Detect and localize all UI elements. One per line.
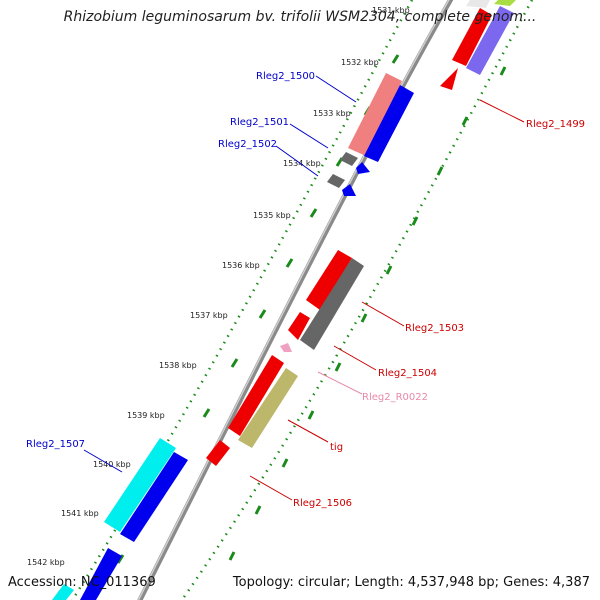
gene-label-rleg2-1500: Rleg2_1500	[256, 71, 315, 82]
topology-summary: Topology: circular; Length: 4,537,948 bp…	[232, 575, 590, 590]
kbp-label: 1540 kbp	[93, 460, 131, 469]
kbp-label: 1534 kbp	[283, 159, 321, 168]
kbp-label: 1535 kbp	[253, 211, 291, 220]
gene-arrow-rleg2-1501[interactable]	[340, 152, 358, 166]
gene-label-rleg2-1499: Rleg2_1499	[526, 119, 585, 130]
accession-text: Accession: NC_011369	[8, 575, 156, 590]
map-title: Rhizobium leguminosarum bv. trifolii WSM…	[63, 9, 537, 25]
gene-arrow-rleg2-1504[interactable]	[300, 258, 364, 350]
gene-arrow-rleg2-1506[interactable]	[238, 368, 298, 448]
gene-arrow-rleg2-1500[interactable]	[348, 73, 402, 156]
gene-arrow[interactable]	[206, 440, 230, 466]
genome-backbone	[137, 0, 454, 600]
gene-arrow[interactable]	[288, 312, 310, 340]
gene-label-rleg2-1506: Rleg2_1506	[293, 498, 352, 509]
gene-arrow-rleg2-r0022[interactable]	[280, 343, 292, 352]
kbp-label: 1541 kbp	[61, 509, 99, 518]
scale-dotted-line-inner	[180, 0, 534, 600]
gene-arrow[interactable]	[466, 0, 490, 8]
kbp-label: 1538 kbp	[159, 361, 197, 370]
kbp-label: 1532 kbp	[341, 58, 379, 67]
gene-arrow[interactable]	[440, 68, 458, 90]
kbp-label: 1536 kbp	[222, 261, 260, 270]
gene-label-rleg2-1507: Rleg2_1507	[26, 439, 85, 450]
gene-label-rleg2-1502: Rleg2_1502	[218, 139, 277, 150]
gene-label-tig: tig	[330, 442, 343, 453]
kbp-label: 1542 kbp	[27, 558, 65, 567]
gene-arrow[interactable]	[120, 452, 188, 542]
gene-arrow-tig[interactable]	[228, 355, 284, 436]
gene-label-rleg2-r0022: Rleg2_R0022	[362, 392, 428, 403]
gene-arrow-rleg2-1502[interactable]	[327, 174, 345, 188]
leader-lines	[83, 75, 525, 501]
scale-ticks-inner	[228, 66, 507, 561]
kbp-label: 1539 kbp	[127, 411, 165, 420]
gene-arrow[interactable]	[52, 584, 74, 600]
gene-arrow[interactable]	[494, 0, 516, 6]
gene-label-rleg2-1501: Rleg2_1501	[230, 117, 289, 128]
gene-arrow[interactable]	[364, 85, 414, 162]
gene-arrow[interactable]	[356, 162, 370, 174]
gene-arrow[interactable]	[452, 8, 492, 66]
gene-arrow-rleg2-1503[interactable]	[306, 250, 352, 310]
kbp-label: 1537 kbp	[190, 311, 228, 320]
gene-label-rleg2-1504: Rleg2_1504	[378, 368, 437, 379]
gene-arrow[interactable]	[342, 184, 356, 196]
kbp-label: 1533 kbp	[313, 109, 351, 118]
kbp-labels: 1531 kbp 1532 kbp 1533 kbp 1534 kbp 1535…	[27, 6, 410, 567]
gene-labels: Rleg2_1500 Rleg2_1501 Rleg2_1502 Rleg2_1…	[26, 71, 585, 509]
gene-arrow-rleg2-1507[interactable]	[104, 438, 176, 532]
gene-arrow[interactable]	[80, 548, 122, 600]
gene-arrow[interactable]	[466, 6, 514, 75]
kbp-label: 1531 kbp	[372, 6, 410, 15]
gene-label-rleg2-1503: Rleg2_1503	[405, 323, 464, 334]
